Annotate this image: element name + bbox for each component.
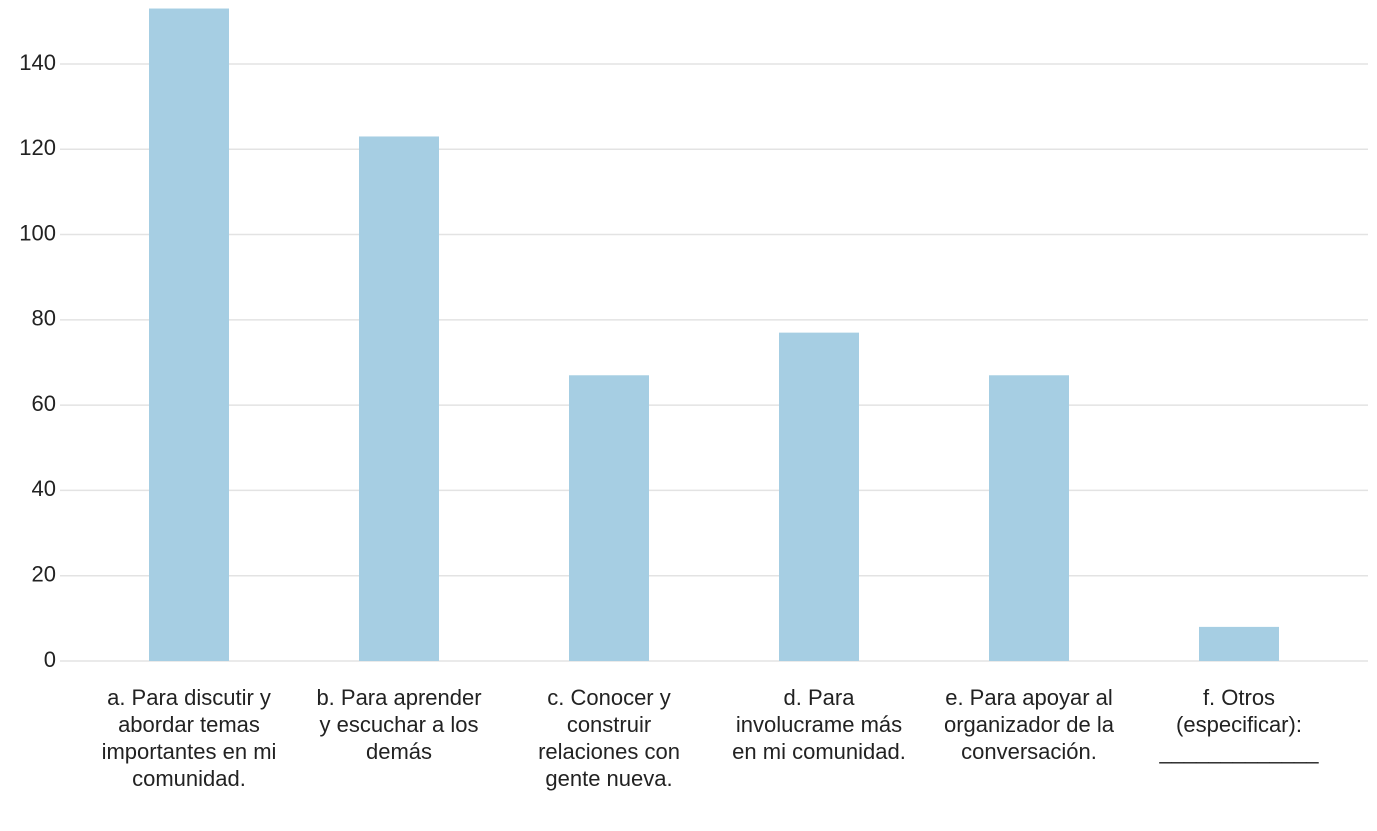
x-tick-label: a. Para discutir y abordar temas importa… [101,685,277,791]
y-tick-label: 20 [32,562,56,587]
y-tick-label: 120 [19,135,56,160]
bar [359,136,439,661]
y-tick-label: 60 [32,391,56,416]
y-tick-label: 80 [32,306,56,331]
bar [989,375,1069,661]
bar [149,8,229,661]
y-tick-label: 100 [19,220,56,245]
bar [779,332,859,661]
bar [569,375,649,661]
y-tick-label: 140 [19,50,56,75]
x-tick-label: c. Conocer y construir relaciones con ge… [538,685,680,791]
x-tick-label: e. Para apoyar al organizador de la conv… [943,685,1114,764]
x-tick-label: d. Para involucrame más en mi comunidad. [732,685,906,764]
x-tick-label: b. Para aprender y escuchar a los demás [316,685,482,764]
y-tick-label: 40 [32,476,56,501]
bar [1199,626,1279,661]
y-tick-label: 0 [44,647,56,672]
x-tick-label: f. Otros (especificar): _____________ [1159,685,1319,764]
